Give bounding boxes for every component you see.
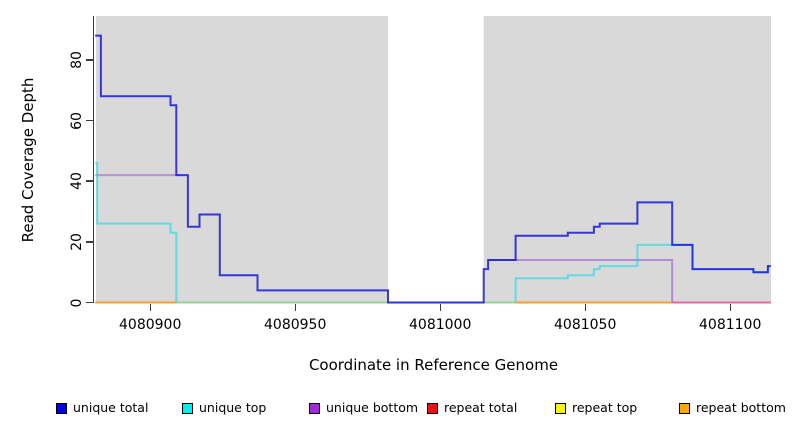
legend-swatch-repeat-top xyxy=(555,403,566,414)
y-tick-mark-0 xyxy=(86,301,93,304)
series-line-unique-total xyxy=(95,34,771,304)
y-tick-mark-60 xyxy=(86,119,93,122)
x-tick-label-4081100: 4081100 xyxy=(699,317,762,333)
legend-label-repeat-top: repeat top xyxy=(572,400,638,415)
x-tick-label-4080900: 4080900 xyxy=(119,317,182,333)
legend-label-unique-total: unique total xyxy=(73,400,149,415)
legend-swatch-unique-top xyxy=(182,403,193,414)
series-line-unique-bottom-right xyxy=(488,259,674,303)
legend-swatch-repeat-bottom xyxy=(679,403,690,414)
x-tick-mark-4081000 xyxy=(439,303,441,311)
x-axis-title: Coordinate in Reference Genome xyxy=(308,356,559,374)
x-tick-label-4080950: 4080950 xyxy=(264,317,327,333)
x-tick-mark-4081050 xyxy=(584,303,586,311)
legend-label-unique-top: unique top xyxy=(199,400,267,415)
y-tick-label-0: 0 xyxy=(69,298,85,307)
legend-label-repeat-total: repeat total xyxy=(444,400,518,415)
series-line-unique-top-left xyxy=(95,162,178,303)
y-tick-mark-80 xyxy=(86,59,93,61)
x-tick-mark-4081100 xyxy=(729,303,731,311)
y-tick-label-20: 20 xyxy=(69,232,85,251)
x-tick-label-4081050: 4081050 xyxy=(554,317,617,333)
legend-swatch-unique-bottom xyxy=(309,403,320,414)
legend: unique total unique top unique bottom repea… xyxy=(0,400,792,420)
x-tick-mark-4080900 xyxy=(149,303,151,311)
y-axis-title: Read Coverage Depth xyxy=(19,77,37,243)
legend-swatch-unique-total xyxy=(56,403,67,414)
x-tick-label-4081000: 4081000 xyxy=(409,317,472,333)
y-tick-mark-40 xyxy=(86,180,93,182)
coverage-step-chart xyxy=(95,16,771,304)
y-tick-label-80: 80 xyxy=(69,50,85,69)
y-axis-line xyxy=(92,16,94,303)
y-tick-label-60: 60 xyxy=(69,111,85,130)
series-line-unique-top-right xyxy=(514,243,771,303)
y-tick-label-40: 40 xyxy=(69,172,85,191)
legend-label-repeat-bottom: repeat bottom xyxy=(696,400,786,415)
y-tick-mark-20 xyxy=(86,241,93,243)
legend-label-unique-bottom: unique bottom xyxy=(326,400,419,415)
legend-swatch-repeat-total xyxy=(427,403,438,414)
masked-region xyxy=(388,16,484,303)
x-tick-mark-4080950 xyxy=(294,303,296,311)
plot-area xyxy=(95,16,771,304)
